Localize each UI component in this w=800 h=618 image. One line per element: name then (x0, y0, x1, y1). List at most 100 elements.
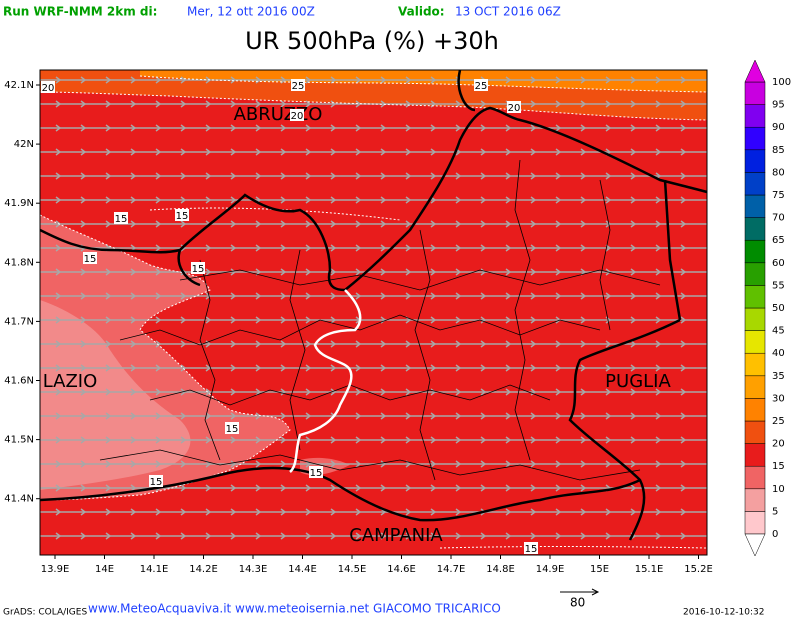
wind-vector-head (530, 148, 537, 156)
wind-vector-head (205, 292, 212, 300)
lat-label: 42.1N (4, 80, 34, 91)
wind-vector-head (555, 484, 562, 492)
colorbar-segment (744, 330, 766, 354)
wind-vector-head (255, 220, 262, 228)
wind-vector-head (330, 172, 337, 180)
wind-vector-head (230, 436, 237, 444)
wind-vector-head (380, 124, 387, 132)
wind-vector-head (530, 436, 537, 444)
wind-vector-head (505, 412, 512, 420)
wind-vector-head (305, 172, 312, 180)
wind-vector-head (155, 364, 162, 372)
contour-label: 15 (84, 254, 97, 265)
wind-vector-head (680, 124, 687, 132)
wind-vector-head (130, 220, 137, 228)
wind-vector-head (280, 412, 287, 420)
lat-label: 41.8N (4, 257, 34, 268)
wind-vector-head (255, 172, 262, 180)
wind-vector-head (630, 292, 637, 300)
wind-vector-head (530, 76, 537, 84)
wind-vector-head (80, 460, 87, 468)
wind-vector-head (105, 124, 112, 132)
wind-vector-head (305, 484, 312, 492)
wind-vector-head (180, 532, 187, 540)
wind-vector-head (580, 76, 587, 84)
wind-vector-head (280, 340, 287, 348)
wind-vector-head (155, 292, 162, 300)
wind-vector-head (155, 124, 162, 132)
wind-vector-head (655, 532, 662, 540)
wind-vector-head (80, 220, 87, 228)
wind-vector-head (580, 100, 587, 108)
wind-vector-head (230, 220, 237, 228)
lat-label: 41.7N (4, 316, 34, 327)
wind-vector-head (230, 172, 237, 180)
wind-vector-head (330, 484, 337, 492)
wind-vector-head (430, 268, 437, 276)
colorbar-label: 75 (772, 190, 785, 201)
wind-vector-head (555, 436, 562, 444)
wind-vector-head (605, 292, 612, 300)
wind-vector-head (505, 508, 512, 516)
wind-vector-head (330, 196, 337, 204)
region-borders (40, 70, 707, 541)
wind-vector-head (280, 196, 287, 204)
wind-vector-head (55, 484, 62, 492)
colorbar-above (744, 59, 766, 83)
wind-vector-head (530, 340, 537, 348)
wind-vector-head (480, 316, 487, 324)
wind-vector-head (305, 316, 312, 324)
wind-vector-head (155, 340, 162, 348)
wind-vector-head (155, 508, 162, 516)
wind-vector-head (355, 172, 362, 180)
wind-vector-head (205, 412, 212, 420)
wind-vector-head (255, 508, 262, 516)
wind-vector-head (280, 316, 287, 324)
vector-reference-label: 80 (570, 596, 585, 610)
wind-vector-head (305, 100, 312, 108)
wind-vector-head (55, 532, 62, 540)
wind-vector-head (205, 508, 212, 516)
wind-vector-head (630, 124, 637, 132)
wind-vector-head (655, 508, 662, 516)
wind-vector-head (580, 268, 587, 276)
credits: www.MeteoAcquaviva.it www.meteoisernia.n… (88, 602, 501, 616)
wind-vector-head (505, 460, 512, 468)
wind-vector-head (580, 412, 587, 420)
field-fill (40, 300, 191, 490)
wind-vector-head (55, 508, 62, 516)
wind-vector-head (605, 460, 612, 468)
contour-label: 15 (150, 477, 163, 488)
wind-vector-head (55, 292, 62, 300)
contour-label-box (507, 101, 521, 113)
wind-vector-head (205, 124, 212, 132)
contour-line (40, 214, 291, 501)
wind-vector-head (105, 172, 112, 180)
wind-vector-head (605, 268, 612, 276)
wind-vector-head (655, 148, 662, 156)
wind-vector-head (655, 100, 662, 108)
wind-vector-head (580, 460, 587, 468)
wind-vector-head (230, 244, 237, 252)
wind-vector-head (480, 292, 487, 300)
lon-label: 14.3E (239, 564, 268, 575)
wind-vector-head (655, 316, 662, 324)
wind-vector-head (480, 244, 487, 252)
wind-vector-head (430, 196, 437, 204)
wind-vector-head (55, 388, 62, 396)
contour-label: 25 (292, 81, 305, 92)
wind-vector-head (455, 508, 462, 516)
wind-vector-head (430, 460, 437, 468)
wind-vector-head (80, 100, 87, 108)
wind-vector-head (630, 220, 637, 228)
wind-vector-head (380, 292, 387, 300)
wind-vector-head (330, 436, 337, 444)
wind-vector-head (380, 76, 387, 84)
wind-vector-head (180, 364, 187, 372)
colorbar-segment (744, 285, 766, 309)
wind-vector-head (305, 268, 312, 276)
wind-vector-head (230, 340, 237, 348)
wind-vector-head (430, 508, 437, 516)
wind-vector-head (430, 484, 437, 492)
wind-vector-head (680, 364, 687, 372)
